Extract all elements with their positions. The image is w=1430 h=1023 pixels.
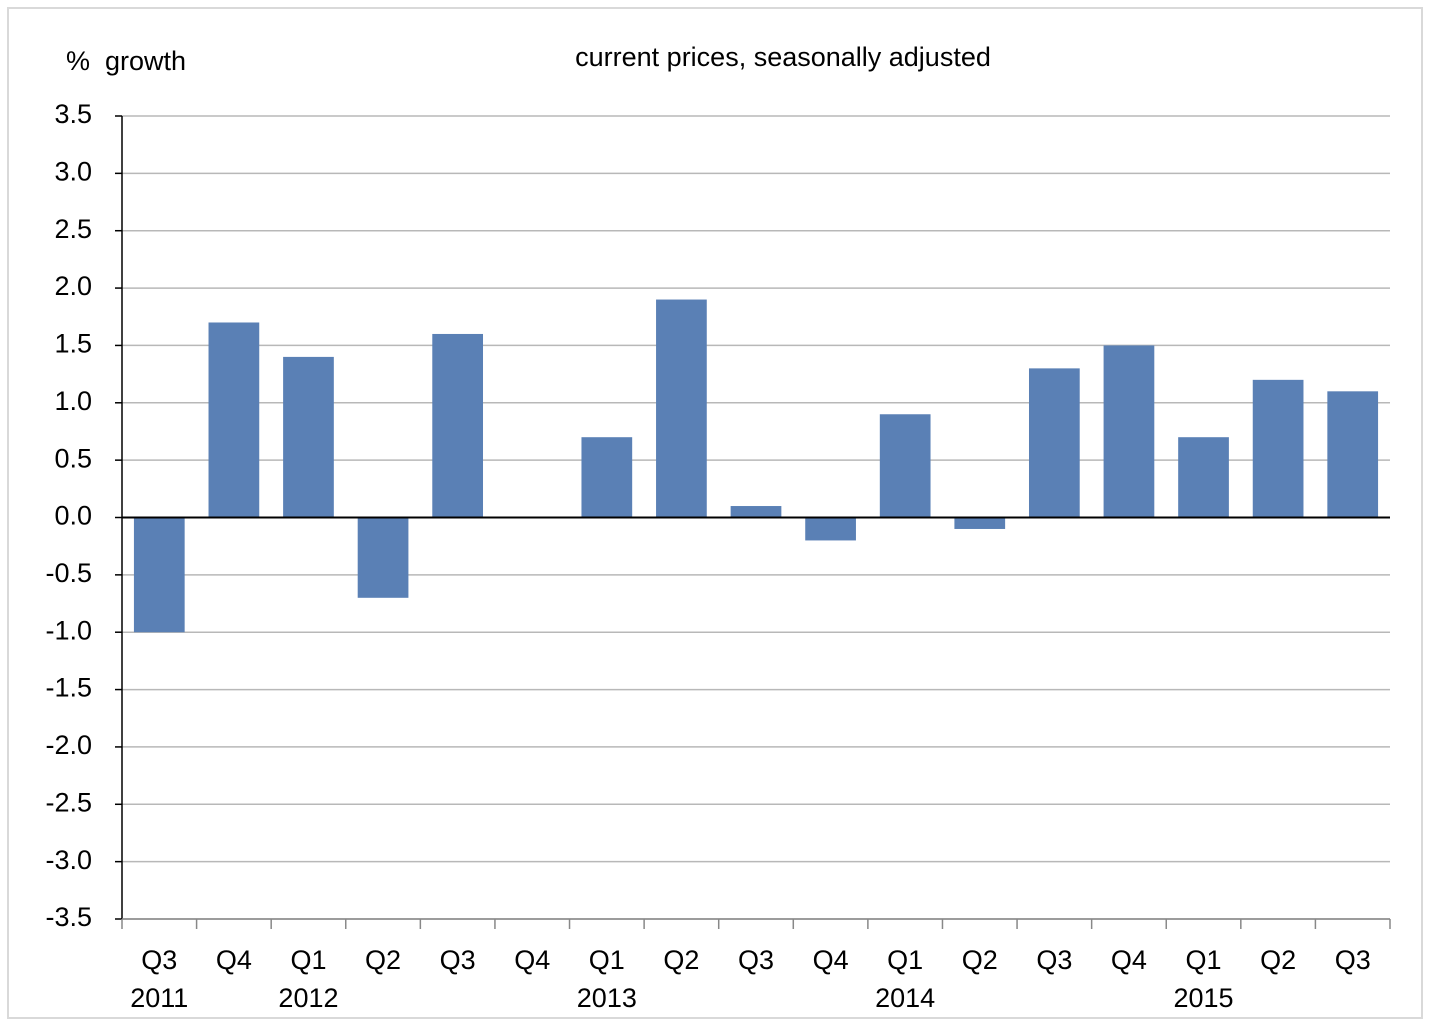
y-tick-label: -1.0 — [45, 615, 92, 645]
bar — [1178, 437, 1229, 518]
chart-title: current prices, seasonally adjusted — [575, 42, 991, 72]
x-tick-label: Q4 — [813, 945, 849, 975]
year-label: 2013 — [577, 983, 637, 1013]
year-label: 2011 — [130, 983, 188, 1013]
y-tick-label: 3.5 — [54, 99, 92, 129]
y-tick-label: 1.5 — [54, 329, 92, 359]
bar — [656, 299, 707, 518]
x-tick-label: Q1 — [887, 945, 923, 975]
y-tick-label: -0.5 — [45, 558, 92, 588]
x-tick-label: Q3 — [1036, 945, 1072, 975]
x-tick-label: Q2 — [1260, 945, 1296, 975]
year-label: 2012 — [278, 983, 338, 1013]
year-label: 2015 — [1173, 983, 1233, 1013]
y-tick-label: 0.0 — [54, 501, 92, 531]
x-tick-label: Q3 — [440, 945, 476, 975]
x-tick-label: Q2 — [365, 945, 401, 975]
x-tick-label: Q2 — [663, 945, 699, 975]
year-label: 2014 — [875, 983, 935, 1013]
y-tick-label: 1.0 — [54, 386, 92, 416]
x-tick-label: Q1 — [589, 945, 625, 975]
x-tick-label: Q3 — [738, 945, 774, 975]
bar — [283, 356, 334, 518]
y-tick-label: 0.5 — [54, 443, 92, 473]
bar — [805, 517, 856, 541]
x-tick-label: Q4 — [216, 945, 252, 975]
x-tick-label: Q4 — [514, 945, 550, 975]
bar — [1028, 368, 1080, 518]
bar — [357, 517, 409, 598]
x-tick-label: Q3 — [1335, 945, 1371, 975]
y-tick-label: -3.0 — [45, 845, 92, 875]
y-axis-label: % growth — [66, 46, 186, 76]
x-tick-label: Q1 — [1186, 945, 1222, 975]
bar — [879, 414, 931, 518]
y-tick-label: -2.5 — [45, 787, 92, 817]
y-tick-label: 2.5 — [54, 214, 92, 244]
bar — [432, 333, 484, 518]
y-tick-label: -3.5 — [45, 902, 92, 932]
bar — [1327, 391, 1379, 518]
x-tick-label: Q4 — [1111, 945, 1147, 975]
y-tick-label: -2.0 — [45, 730, 92, 760]
bar — [208, 322, 260, 518]
y-tick-label: 3.0 — [54, 156, 92, 186]
bar — [581, 437, 633, 518]
y-tick-label: -1.5 — [45, 673, 92, 703]
bar — [133, 517, 185, 633]
x-tick-label: Q1 — [290, 945, 326, 975]
bar — [1103, 345, 1155, 518]
x-tick-label: Q2 — [962, 945, 998, 975]
bar — [730, 506, 782, 518]
x-tick-label: Q3 — [141, 945, 177, 975]
bar — [954, 517, 1006, 529]
y-tick-label: 2.0 — [54, 271, 92, 301]
bar — [1252, 379, 1304, 518]
